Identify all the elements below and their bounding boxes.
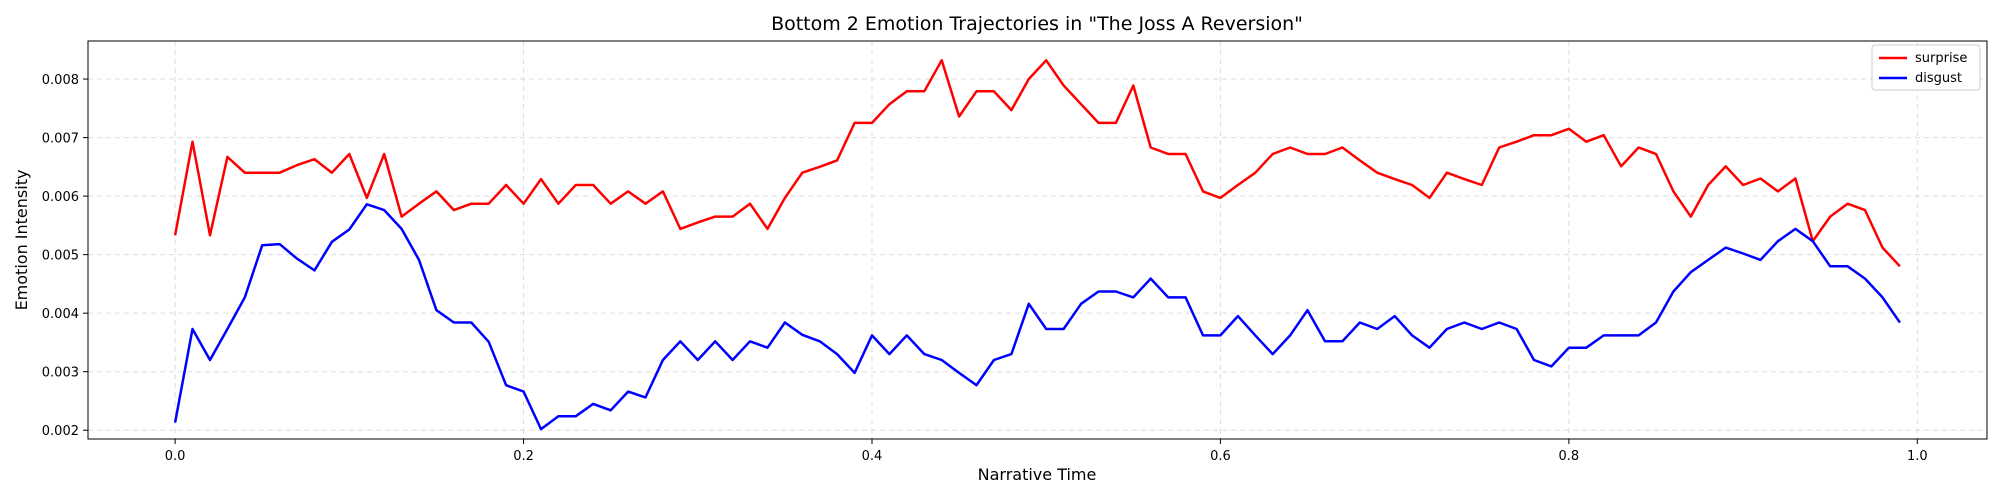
y-tick-label: 0.004 (42, 307, 79, 322)
y-tick-label: 0.007 (42, 132, 79, 147)
y-tick-label: 0.008 (42, 73, 79, 88)
x-tick-label: 0.6 (1210, 449, 1231, 464)
x-tick-label: 1.0 (1907, 449, 1928, 464)
series-line-surprise (173, 59, 1901, 268)
x-axis-label: Narrative Time (978, 465, 1097, 484)
x-tick-label: 0.8 (1559, 449, 1580, 464)
grid-lines (88, 41, 1987, 439)
y-tick-label: 0.005 (42, 249, 79, 264)
chart-title: Bottom 2 Emotion Trajectories in "The Jo… (771, 13, 1303, 35)
y-tick-label: 0.003 (42, 366, 79, 381)
legend-label-surprise: surprise (1915, 51, 1967, 66)
x-axis-ticks: 0.0 0.2 0.4 0.6 0.8 1.0 (165, 439, 1928, 464)
plot-frame (87, 40, 1988, 440)
y-tick-label: 0.002 (42, 424, 79, 439)
series-line-disgust (173, 203, 1901, 431)
series-lines (173, 59, 1901, 431)
x-tick-label: 0.0 (165, 449, 186, 464)
y-tick-label: 0.006 (42, 190, 79, 205)
y-axis-ticks: 0.002 0.003 0.004 0.005 0.006 0.007 0.008 (42, 73, 88, 439)
legend: surprise disgust (1871, 44, 1981, 91)
x-tick-label: 0.4 (862, 449, 883, 464)
legend-label-disgust: disgust (1915, 71, 1962, 86)
x-tick-label: 0.2 (513, 449, 534, 464)
y-axis-label: Emotion Intensity (12, 170, 31, 311)
